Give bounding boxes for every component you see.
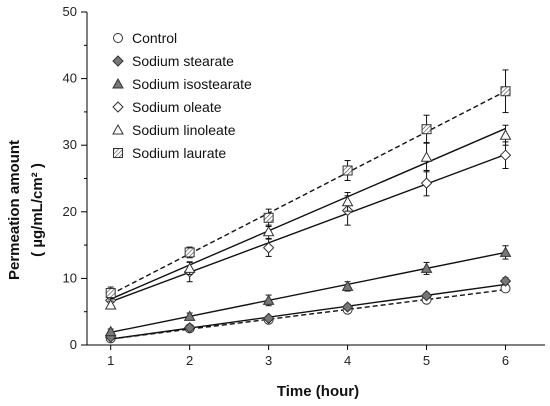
series-sodium-linoleate xyxy=(104,124,512,310)
legend-item: Sodium oleate xyxy=(112,99,222,115)
x-tick-label: 3 xyxy=(265,353,272,368)
y-tick-label: 30 xyxy=(63,137,77,152)
data-point xyxy=(499,246,512,257)
data-point xyxy=(500,86,511,97)
data-point xyxy=(104,299,117,310)
data-point xyxy=(341,195,354,207)
fit-line xyxy=(110,283,506,340)
data-point xyxy=(262,312,275,325)
data-point xyxy=(420,151,433,162)
data-point xyxy=(499,275,512,287)
x-tick-label: 6 xyxy=(502,353,509,368)
x-tick-label: 2 xyxy=(186,353,193,368)
fit-line xyxy=(110,90,506,296)
data-point xyxy=(183,262,196,273)
x-tick-label: 4 xyxy=(344,353,351,368)
legend-label: Sodium oleate xyxy=(132,99,222,115)
series-sodium-isostearate xyxy=(104,245,512,337)
x-tick-label: 1 xyxy=(107,353,114,368)
y-axis-title: Permeation amount xyxy=(6,140,23,280)
plot-area xyxy=(104,69,512,344)
y-tick-label: 20 xyxy=(63,204,77,219)
legend-label: Sodium linoleate xyxy=(132,122,236,138)
data-point xyxy=(341,280,354,291)
legend-marker xyxy=(112,55,124,67)
data-point xyxy=(183,321,196,334)
legend-marker xyxy=(112,77,124,89)
y-tick-label: 0 xyxy=(70,337,77,352)
x-tick-label: 5 xyxy=(423,353,430,368)
data-point xyxy=(183,310,196,321)
legend-label: Sodium stearate xyxy=(132,53,234,69)
legend-label: Sodium isostearate xyxy=(132,76,252,92)
data-point xyxy=(420,290,433,302)
x-axis-title: Time (hour) xyxy=(277,383,359,400)
data-point xyxy=(342,165,353,176)
legend-item: Sodium laurate xyxy=(113,145,226,161)
data-point xyxy=(341,301,354,313)
data-point xyxy=(262,225,275,237)
fit-line xyxy=(110,153,506,303)
fit-line xyxy=(110,289,506,340)
data-point xyxy=(184,247,195,258)
data-point xyxy=(420,177,433,189)
fit-line xyxy=(110,127,506,300)
series-sodium-stearate xyxy=(104,275,512,343)
data-point xyxy=(262,242,275,254)
y-tick-label: 40 xyxy=(63,71,77,86)
legend-marker xyxy=(113,33,123,43)
legend-item: Sodium stearate xyxy=(112,53,234,69)
legend-item: Sodium linoleate xyxy=(112,122,236,138)
series-sodium-oleate xyxy=(104,141,512,307)
legend-label: Sodium laurate xyxy=(132,145,226,161)
data-point xyxy=(263,212,274,223)
data-point xyxy=(262,294,275,305)
legend-marker xyxy=(112,101,124,113)
legend-label: Control xyxy=(132,30,177,46)
legend-item: Control xyxy=(113,30,177,46)
fit-line xyxy=(110,251,506,334)
data-point xyxy=(499,129,512,140)
data-point xyxy=(499,149,512,161)
data-point xyxy=(420,262,433,273)
series-sodium-laurate xyxy=(105,69,511,300)
legend-item: Sodium isostearate xyxy=(112,76,252,92)
data-point xyxy=(104,325,117,337)
legend-marker xyxy=(112,123,124,135)
legend-marker xyxy=(113,148,123,158)
data-point xyxy=(105,288,116,299)
data-point xyxy=(421,124,432,135)
y-tick-label: 50 xyxy=(63,4,77,19)
y-axis-unit: ( µg/mL/cm² ) xyxy=(29,163,46,257)
axes: 1 2 3 4 5 6 0 10 20 30 40 50 xyxy=(63,4,545,368)
legend: Control Sodium stearate Sodium isostearate… xyxy=(112,30,252,161)
y-tick-label: 10 xyxy=(63,270,77,285)
